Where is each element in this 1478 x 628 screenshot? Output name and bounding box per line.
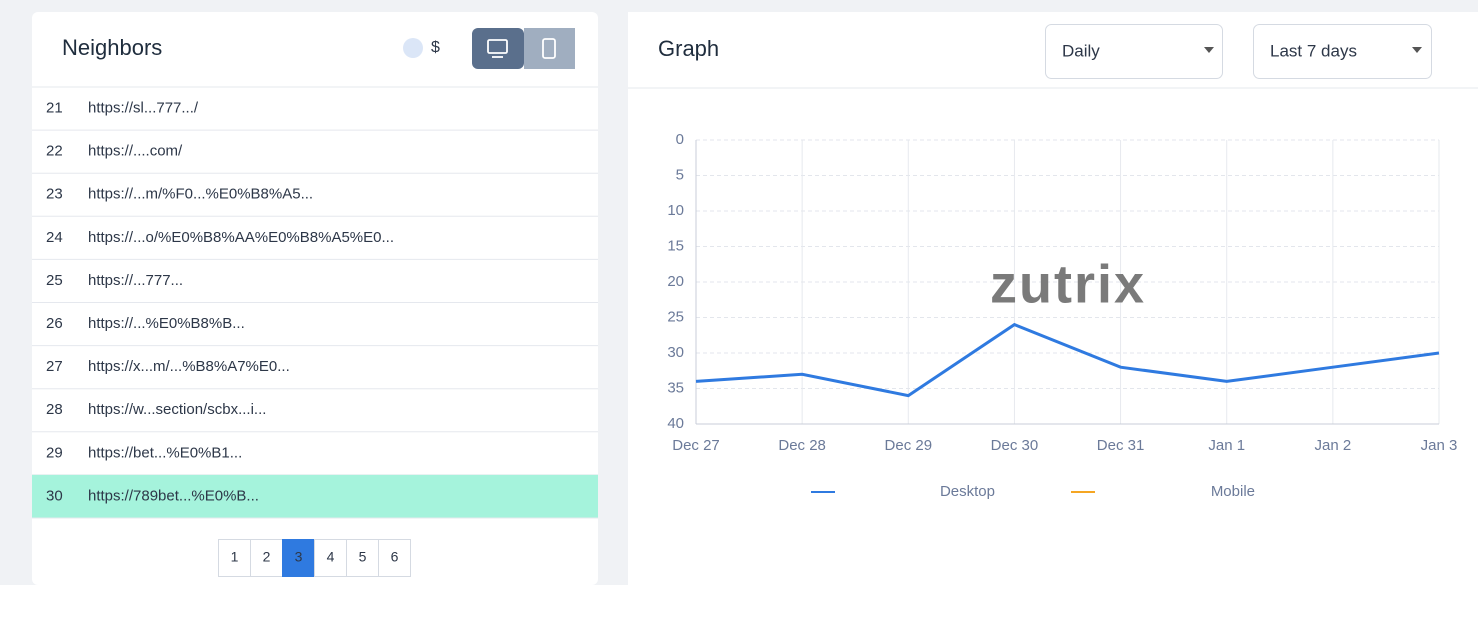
desktop-icon — [487, 39, 508, 54]
x-tick-label: Dec 31 — [1097, 437, 1145, 454]
row-url[interactable]: https://...%E0%B8%B... — [88, 315, 245, 332]
page-number: 4 — [327, 549, 335, 565]
page-number: 6 — [391, 549, 399, 565]
y-tick-label: 15 — [667, 237, 684, 254]
y-tick-label: 35 — [667, 379, 684, 396]
row-rank: 29 — [46, 444, 63, 461]
row-url[interactable]: https://sl...777.../ — [88, 100, 199, 117]
row-url[interactable]: https://789bet...%E0%B... — [88, 487, 259, 504]
select-arrow — [1412, 47, 1422, 53]
row-rank: 26 — [46, 315, 63, 332]
row-rank: 30 — [46, 487, 63, 504]
row-rank: 23 — [46, 186, 63, 203]
watermark: zutrix — [990, 254, 1146, 314]
row-url[interactable]: https://x...m/...%B8%A7%E0... — [88, 358, 290, 375]
y-tick-label: 40 — [667, 415, 684, 432]
range-select[interactable] — [1253, 24, 1432, 79]
y-tick-label: 30 — [667, 344, 684, 361]
y-tick-label: 25 — [667, 308, 684, 325]
row-rank: 27 — [46, 358, 63, 375]
panel-title: Neighbors — [62, 35, 162, 60]
row-rank: 28 — [46, 401, 63, 418]
row-rank: 22 — [46, 143, 63, 160]
mobile-icon — [542, 38, 556, 59]
graph-panel — [628, 12, 1478, 585]
y-tick-label: 20 — [667, 273, 684, 290]
x-tick-label: Dec 28 — [778, 437, 826, 454]
pagination: 1 2 3 4 5 6 — [218, 539, 411, 577]
y-tick-label: 10 — [667, 202, 684, 219]
currency-toggle[interactable] — [403, 38, 423, 58]
row-url[interactable]: https://w...section/scbx...i... — [88, 401, 266, 418]
page-number: 3 — [295, 549, 303, 565]
x-tick-label: Dec 29 — [885, 437, 933, 454]
row-url[interactable]: https://...777... — [88, 272, 183, 289]
row-url[interactable]: https://....com/ — [88, 143, 183, 160]
y-tick-label: 0 — [676, 131, 684, 148]
page-number: 1 — [231, 549, 239, 565]
row-rank: 25 — [46, 272, 63, 289]
chart: 0 5 10 15 20 25 30 35 40 Dec 27 Dec 28 Dec 29 Dec 30… — [667, 131, 1457, 500]
y-tick-label: 5 — [676, 166, 684, 183]
row-highlight — [32, 474, 598, 518]
x-tick-label: Dec 27 — [672, 437, 720, 454]
currency-label: $ — [431, 39, 440, 56]
page-number: 2 — [263, 549, 271, 565]
page-button[interactable] — [314, 539, 347, 577]
page-button[interactable] — [282, 539, 315, 577]
page-button[interactable] — [218, 539, 251, 577]
mobile-button[interactable] — [524, 28, 575, 69]
page-number: 5 — [359, 549, 367, 565]
x-tick-label: Jan 2 — [1315, 437, 1352, 454]
row-url[interactable]: https://bet...%E0%B1... — [88, 444, 242, 461]
row-rank: 21 — [46, 100, 63, 117]
desktop-button[interactable] — [472, 28, 524, 69]
legend-label[interactable]: Desktop — [940, 483, 995, 500]
x-tick-label: Dec 30 — [991, 437, 1039, 454]
interval-select[interactable] — [1045, 24, 1223, 79]
panel-title: Graph — [658, 36, 719, 61]
x-tick-label: Jan 3 — [1421, 437, 1458, 454]
row-url[interactable]: https://...m/%F0...%E0%B8%A5... — [88, 186, 313, 203]
page-button[interactable] — [250, 539, 283, 577]
legend-label[interactable]: Mobile — [1211, 483, 1255, 500]
row-url[interactable]: https://...o/%E0%B8%AA%E0%B8%A5%E0... — [88, 229, 394, 246]
row-rank: 24 — [46, 229, 63, 246]
interval-value: Daily — [1062, 41, 1100, 60]
line-series — [695, 322, 1440, 398]
range-value: Last 7 days — [1270, 41, 1357, 60]
page-button[interactable] — [346, 539, 379, 577]
x-tick-label: Jan 1 — [1208, 437, 1245, 454]
neighbors-panel — [32, 12, 598, 585]
page-button[interactable] — [378, 539, 411, 577]
rows: 21 https://sl...777.../ 22 https://....com/… — [32, 100, 598, 519]
select-arrow — [1204, 47, 1214, 53]
